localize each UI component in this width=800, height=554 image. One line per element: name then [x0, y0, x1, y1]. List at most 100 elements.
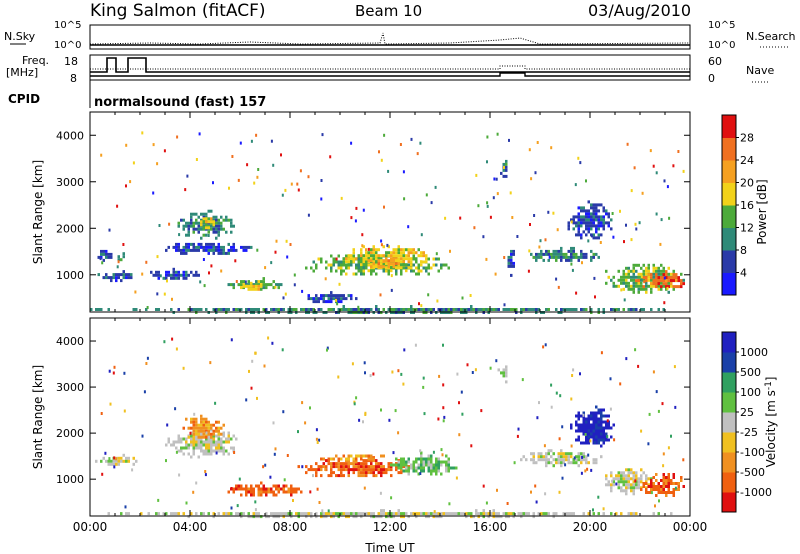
power-cell: [395, 262, 398, 266]
power-cell: [580, 233, 583, 237]
power-cell: [587, 209, 590, 213]
power-cell: [412, 248, 415, 252]
power-cell: [405, 254, 408, 258]
velocity-cell: [632, 512, 635, 516]
velocity-cell: [140, 512, 143, 516]
power-cell: [332, 308, 335, 311]
power-cell: [177, 248, 180, 252]
velocity-cell: [287, 490, 290, 494]
velocity-cell: [360, 465, 363, 469]
velocity-cell: [270, 490, 273, 494]
velocity-cell: [260, 515, 263, 519]
velocity-noise-cell: [471, 371, 474, 374]
velocity-noise-cell: [316, 441, 319, 444]
velocity-cell: [670, 512, 673, 516]
velocity-cell: [650, 488, 653, 491]
x-tick-label: 12:00: [373, 520, 408, 534]
velocity-cell: [377, 515, 380, 519]
power-noise-cell: [516, 235, 519, 238]
power-noise-cell: [166, 279, 168, 283]
velocity-noise-cell: [655, 390, 658, 394]
power-cell: [180, 248, 183, 252]
velocity-cell: [662, 488, 665, 491]
velocity-cell: [375, 468, 378, 472]
velocity-cell: [377, 468, 380, 472]
velocity-cell: [455, 466, 458, 470]
velocity-cell: [615, 477, 618, 481]
power-cell: [352, 272, 355, 276]
velocity-cell: [352, 459, 355, 463]
power-cell: [580, 209, 583, 213]
velocity-noise-cell: [542, 345, 545, 349]
velocity-cell: [485, 512, 488, 516]
velocity-cell: [180, 440, 183, 444]
velocity-cell: [215, 429, 218, 433]
velocity-cell: [417, 472, 420, 476]
velocity-cell: [362, 454, 365, 458]
velocity-noise-cell: [419, 472, 422, 475]
power-cell: [395, 308, 398, 311]
velocity-cell: [347, 462, 350, 466]
velocity-cell: [182, 452, 185, 456]
velocity-cell: [415, 469, 418, 473]
power-cell: [617, 284, 620, 288]
power-noise-cell: [430, 201, 433, 205]
velocity-cell: [320, 465, 323, 469]
velocity-cell: [212, 437, 215, 441]
power-cell: [665, 282, 668, 286]
power-cell: [247, 283, 250, 287]
velocity-cell: [290, 490, 293, 494]
power-cell: [372, 257, 375, 261]
velocity-cell: [642, 485, 645, 488]
velocity-cell: [590, 426, 593, 430]
velocity-cell: [615, 474, 618, 478]
power-cell: [387, 272, 390, 276]
velocity-cell: [575, 429, 578, 433]
velocity-cell: [662, 476, 665, 479]
velocity-cell: [262, 484, 265, 488]
power-cell: [247, 284, 250, 288]
velocity-noise-cell: [131, 468, 134, 472]
power-noise-cell: [320, 179, 323, 182]
power-noise-cell: [436, 299, 439, 303]
velocity-cell: [310, 468, 313, 472]
velocity-noise-cell: [358, 418, 361, 422]
velocity-cell: [350, 512, 353, 516]
velocity-cell: [277, 484, 280, 488]
velocity-noise-cell: [558, 437, 561, 441]
power-cell: [675, 273, 678, 277]
power-cell: [175, 242, 178, 246]
velocity-cell: [567, 458, 570, 462]
power-noise-cell: [571, 268, 574, 272]
velocity-cell: [235, 512, 238, 516]
velocity-cell: [337, 512, 340, 516]
velocity-cell: [575, 455, 578, 459]
velocity-cell: [530, 452, 533, 456]
velocity-cell: [362, 462, 365, 466]
velocity-noise-cell: [458, 401, 460, 405]
power-cell: [630, 275, 633, 279]
power-cell: [637, 281, 640, 285]
velocity-cell: [585, 423, 588, 427]
velocity-cell: [407, 515, 410, 519]
power-cell: [277, 308, 280, 311]
power-noise-cell: [253, 181, 256, 185]
velocity-cell: [545, 464, 548, 468]
power-cell: [507, 255, 510, 259]
velocity-cell: [622, 471, 625, 475]
velocity-cell: [190, 420, 193, 424]
velocity-cell: [422, 457, 425, 461]
velocity-cell: [390, 463, 393, 467]
velocity-cell: [347, 454, 350, 458]
power-cell: [327, 294, 330, 298]
velocity-cell: [595, 461, 598, 465]
velocity-cell: [590, 414, 593, 418]
velocity-noise-cell: [238, 477, 241, 481]
freq-label: Freq.: [22, 54, 49, 67]
x-axis-label: Time UT: [364, 541, 415, 554]
velocity-cell: [407, 466, 410, 470]
velocity-cell: [230, 512, 233, 516]
power-cell: [205, 215, 208, 219]
velocity-cell: [595, 417, 598, 421]
power-cell: [585, 255, 588, 259]
